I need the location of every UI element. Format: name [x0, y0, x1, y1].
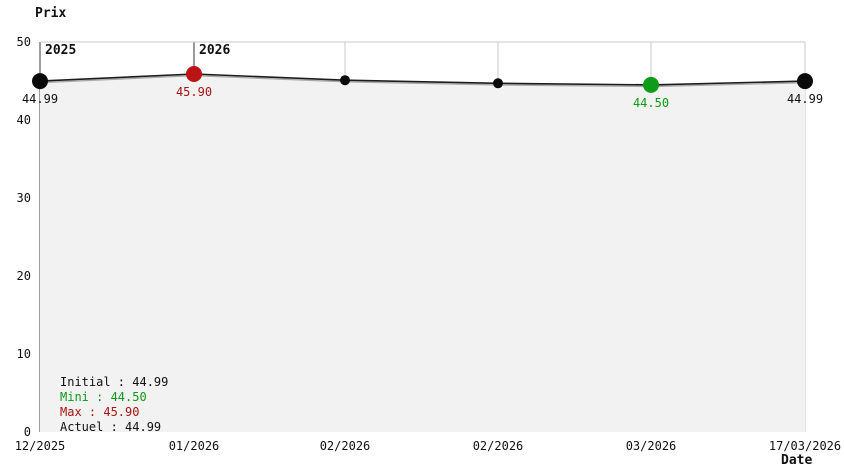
y-axis-tick-label: 10	[16, 347, 31, 361]
price-area-fill	[40, 74, 805, 432]
data-point	[32, 73, 48, 90]
data-point	[797, 73, 813, 90]
y-axis-tick-label: 30	[16, 191, 31, 205]
data-point-label: 45.90	[175, 84, 213, 99]
legend: Initial : 44.99 Mini : 44.50 Max : 45.90 Ac…	[60, 375, 168, 435]
legend-item: Initial : 44.99	[60, 375, 169, 389]
data-point	[493, 78, 503, 89]
y-axis-tick-label: 0	[23, 425, 31, 439]
data-point-label: 44.50	[632, 95, 670, 110]
data-point-label: 44.99	[786, 92, 824, 107]
chart-title: Prix	[35, 6, 67, 21]
price-line	[39, 73, 806, 86]
y-axis-tick-label: 50	[16, 35, 31, 49]
data-point	[186, 66, 202, 82]
data-point	[340, 75, 350, 86]
legend-item: Mini : 44.50	[60, 390, 147, 404]
legend-item: Actuel : 44.99	[60, 420, 162, 434]
x-axis-tick-label: 03/2026	[625, 439, 677, 453]
data-point	[643, 76, 659, 93]
price-line-shadow	[39, 74, 806, 88]
x-axis-tick-label: 01/2026	[168, 439, 220, 453]
y-axis-tick-label: 20	[16, 269, 31, 283]
x-axis-tick-label: 12/2025	[14, 439, 66, 453]
data-point-label: 44.99	[21, 92, 59, 107]
year-label: 2025	[45, 43, 77, 58]
year-label: 2026	[199, 43, 231, 58]
x-axis-tick-label: 02/2026	[319, 439, 371, 453]
legend-item: Max : 45.90	[60, 405, 140, 419]
x-axis-tick-label: 17/03/2026	[768, 439, 842, 453]
x-axis-label: Date	[781, 453, 813, 468]
x-axis-tick-label: 02/2026	[472, 439, 524, 453]
y-axis-tick-label: 40	[16, 113, 31, 127]
